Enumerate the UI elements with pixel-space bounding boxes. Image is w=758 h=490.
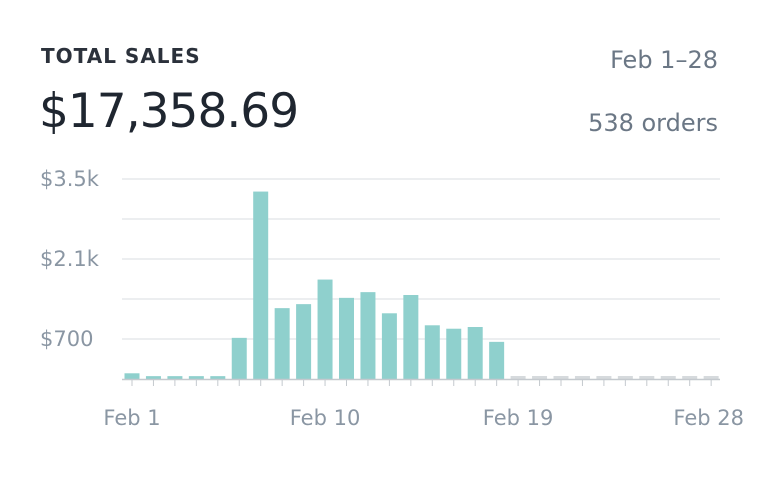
x-tick-label: Feb 10 [290,406,361,430]
bar [617,376,633,379]
bar [703,376,719,379]
y-tick-label: $3.5k [40,167,100,191]
bar [317,279,333,379]
total-sales-amount: $17,358.69 [39,84,299,139]
bar [553,376,569,379]
y-tick-label: $2.1k [40,247,100,271]
date-range: Feb 1–28 [610,46,718,74]
bar [596,376,612,379]
bar [210,376,226,379]
card-title: TOTAL SALES [41,44,201,68]
x-tick-label: Feb 19 [483,406,554,430]
bar [381,313,397,379]
bar [339,297,354,379]
bar [510,376,526,379]
bar [231,337,247,379]
bar [532,376,548,379]
bar [188,376,204,379]
bar [682,376,698,379]
bar [274,308,290,379]
bar [660,376,676,379]
bar [489,341,505,379]
bar [296,304,312,379]
bar [360,292,376,379]
x-tick-label: Feb 28 [673,406,744,430]
bar [424,325,440,379]
x-tick-label: Feb 1 [103,406,160,430]
bar [145,376,161,379]
bar [403,295,419,379]
bar [446,328,462,379]
bar [574,376,590,379]
bar [253,191,269,379]
y-tick-label: $700 [40,327,93,351]
bar [467,327,483,379]
bar [124,373,140,379]
bar [639,376,655,379]
bar [167,376,183,379]
orders-count: 538 orders [588,109,718,137]
